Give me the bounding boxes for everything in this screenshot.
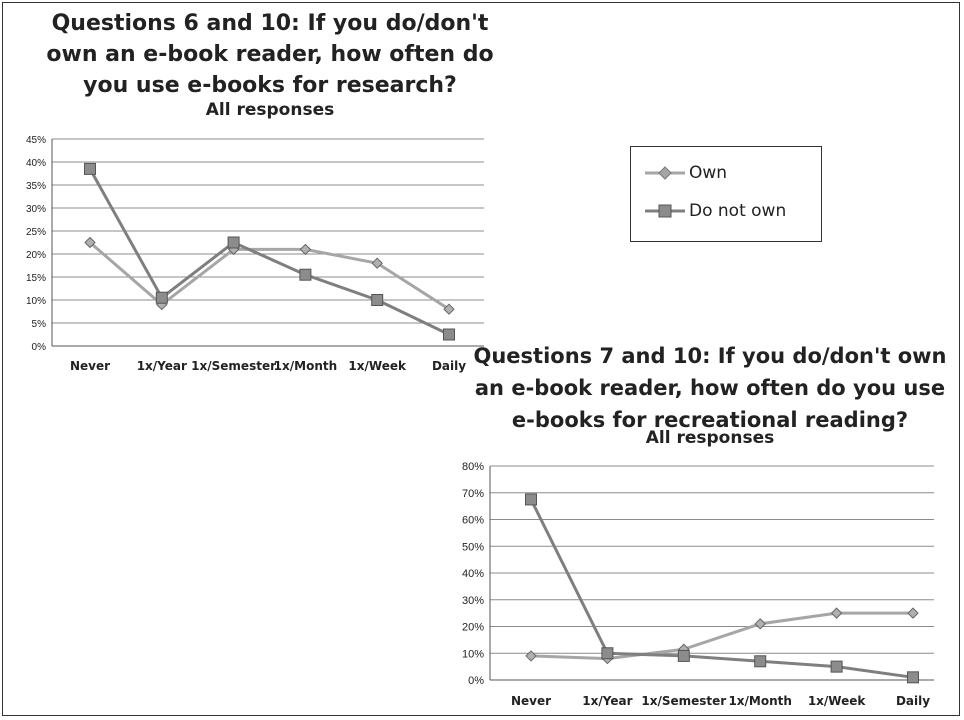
- legend: Own Do not own: [630, 146, 822, 242]
- chart2-y-tick-label: 60%: [462, 515, 484, 527]
- chart1-y-tick-label: 25%: [26, 227, 46, 238]
- chart2-do-not-own-point: [907, 671, 919, 684]
- legend-own-swatch: [645, 166, 685, 180]
- chart1-title: Questions 6 and 10: If you do/don't own …: [40, 8, 500, 101]
- legend-label-own: Own: [689, 163, 728, 183]
- chart2-x-tick-label: 1x/Semester: [641, 694, 726, 708]
- chart1-y-tick-label: 15%: [26, 273, 46, 284]
- chart1-own-line: [89, 241, 450, 311]
- chart2-do-not-own-point: [754, 655, 767, 668]
- chart1-do-not-own-point: [371, 294, 384, 306]
- chart2-title-line-2: an e-book reader, how often do you use: [474, 376, 946, 400]
- legend-do-not-own-swatch: [645, 204, 685, 218]
- chart2-own-point: [830, 607, 843, 619]
- chart1-own-point: [84, 236, 96, 249]
- chart1-y-tick-label: 20%: [26, 250, 46, 261]
- chart1-y-tick-label: 10%: [26, 296, 46, 307]
- chart1-do-not-own-point: [84, 162, 96, 175]
- chart2-own-point: [907, 607, 919, 619]
- chart2-x-tick-label: Never: [511, 694, 551, 708]
- chart1-own-point: [443, 303, 455, 315]
- chart2-y-tick-label: 70%: [462, 488, 484, 500]
- chart1-own-point: [299, 243, 312, 256]
- chart1-x-tick-label: 1x/Semester: [191, 359, 276, 373]
- chart1-do-not-own-point: [443, 328, 455, 341]
- chart1-x-tick-label: 1x/Year: [137, 359, 187, 373]
- chart2-own-line: [530, 611, 913, 661]
- chart1-title-line-3: you use e-books for research?: [83, 73, 457, 98]
- chart1-title-line-2: own an e-book reader, how often do: [46, 42, 494, 67]
- chart2-do-not-own-point: [830, 660, 843, 673]
- chart2-x-tick-label: Daily: [896, 694, 930, 708]
- chart1-do-not-own-point: [299, 268, 312, 281]
- chart1-y-tick-label: 30%: [26, 204, 46, 215]
- chart2-y-tick-label: 10%: [462, 648, 484, 660]
- chart1-own-point: [371, 257, 383, 269]
- chart2-do-not-own-line: [529, 498, 914, 679]
- chart1-do-not-own-point: [155, 291, 168, 304]
- chart2-title: Questions 7 and 10: If you do/don't own …: [470, 340, 950, 436]
- chart2-y-tick-label: 20%: [462, 622, 484, 634]
- legend-item-do-not-own: Do not own: [643, 199, 786, 223]
- chart1-x-tick-label: Daily: [432, 359, 466, 373]
- legend-item-own: Own: [643, 161, 727, 185]
- chart2-do-not-own-point: [525, 493, 537, 506]
- chart2-do-not-own-point: [677, 649, 690, 662]
- chart2-own-point: [754, 618, 766, 630]
- chart2-x-tick-label: 1x/Month: [728, 694, 791, 708]
- chart2-y-tick-label: 50%: [462, 541, 484, 553]
- chart1-x-tick-label: 1x/Month: [274, 359, 337, 373]
- chart1-do-not-own-line: [88, 168, 450, 336]
- chart2-do-not-own-point: [601, 647, 614, 660]
- chart2-x-tick-label: 1x/Year: [582, 694, 632, 708]
- chart2-y-tick-label: 40%: [462, 568, 484, 580]
- chart1-x-tick-label: Never: [70, 359, 110, 373]
- chart1-y-tick-label: 40%: [26, 158, 46, 169]
- chart1-subtitle: All responses: [205, 100, 335, 120]
- chart2-y-tick-label: 80%: [462, 461, 484, 473]
- chart1-y-tick-label: 5%: [32, 319, 47, 330]
- chart1-y-tick-label: 0%: [32, 342, 47, 353]
- chart2-y-tick-label: 30%: [462, 595, 484, 607]
- chart2-title-line-1: Questions 7 and 10: If you do/don't own: [473, 344, 947, 368]
- chart2-subtitle: All responses: [645, 428, 775, 448]
- chart2-title-line-3: e-books for recreational reading?: [511, 408, 909, 432]
- legend-label-do-not-own: Do not own: [689, 201, 787, 221]
- chart2-x-tick-label: 1x/Week: [808, 694, 867, 708]
- chart1-x-tick-label: 1x/Week: [348, 359, 407, 373]
- chart1-y-tick-label: 35%: [26, 181, 46, 192]
- chart1-do-not-own-point: [227, 236, 240, 249]
- chart1-y-tick-label: 45%: [26, 135, 46, 146]
- chart2-y-tick-label: 0%: [468, 675, 484, 687]
- chart2-own-point: [525, 650, 537, 662]
- chart1-title-line-1: Questions 6 and 10: If you do/don't: [51, 11, 489, 36]
